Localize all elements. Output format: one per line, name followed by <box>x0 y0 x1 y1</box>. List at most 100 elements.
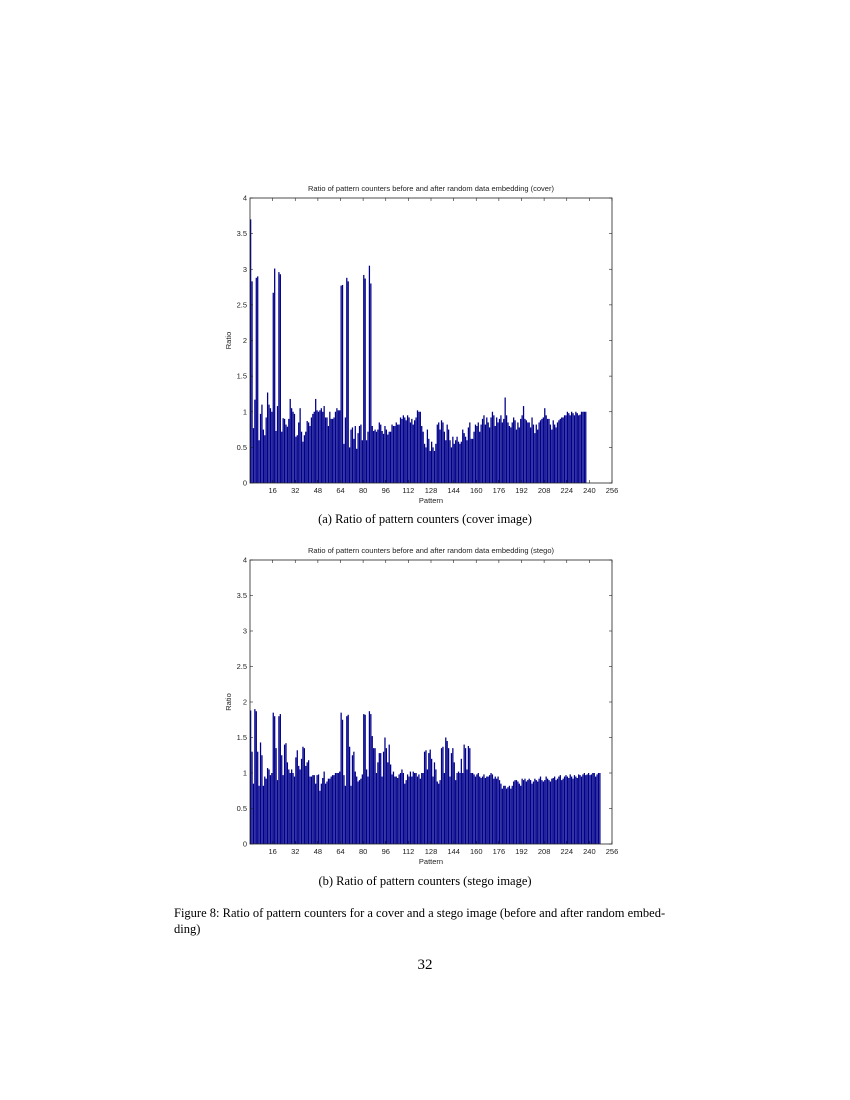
bar <box>549 424 552 483</box>
bar <box>375 431 378 483</box>
bar <box>469 748 471 844</box>
bar <box>411 418 413 484</box>
bar <box>582 411 584 483</box>
bar <box>479 431 481 483</box>
bar <box>582 774 584 844</box>
bar <box>467 746 470 844</box>
bar <box>428 753 430 844</box>
bar <box>455 780 457 844</box>
bar <box>380 424 382 483</box>
bar <box>510 788 512 844</box>
bar <box>539 776 542 844</box>
y-tick-label: 0 <box>243 840 247 849</box>
bar <box>513 417 515 483</box>
bar <box>479 776 481 844</box>
bar <box>307 760 310 844</box>
bar <box>322 411 324 483</box>
bar <box>382 751 385 844</box>
bar <box>268 769 270 844</box>
bar <box>559 775 561 844</box>
bar <box>391 774 393 844</box>
x-tick-label: 128 <box>425 486 438 495</box>
bar <box>507 787 509 844</box>
bar <box>363 714 365 844</box>
bar <box>298 765 300 844</box>
bar <box>521 415 523 483</box>
bar <box>580 411 583 483</box>
bar <box>484 424 486 483</box>
bar <box>375 773 378 844</box>
bar <box>307 422 310 483</box>
bar <box>310 776 313 844</box>
bar <box>251 751 253 844</box>
bar <box>339 410 341 483</box>
bar <box>367 431 369 483</box>
bar <box>329 778 331 844</box>
bar <box>544 780 546 844</box>
chart-svg: 16 32 48 64 80 96 112 128 144 160 176 192 208 224 240 2… <box>224 184 618 505</box>
bar <box>484 777 486 844</box>
x-tick-label: 224 <box>560 486 573 495</box>
bar <box>595 776 597 844</box>
bar <box>380 753 382 844</box>
y-axis-label: Ratio <box>224 332 233 350</box>
bar <box>334 773 337 844</box>
bar <box>554 424 556 483</box>
bar <box>565 415 567 483</box>
bar <box>421 773 423 844</box>
bar <box>357 781 359 844</box>
bar <box>326 417 328 483</box>
bar <box>377 429 379 483</box>
bar <box>464 436 467 483</box>
bar <box>405 780 407 844</box>
bar <box>398 424 400 483</box>
bar <box>264 776 266 844</box>
bar <box>554 776 556 844</box>
bar <box>289 398 291 483</box>
bar <box>350 429 352 483</box>
bar <box>361 774 363 844</box>
bar <box>281 431 283 483</box>
x-tick-label: 80 <box>359 486 367 495</box>
bar <box>587 773 590 844</box>
bar <box>431 758 433 844</box>
bar <box>466 440 468 483</box>
bar <box>486 417 488 483</box>
bar <box>298 422 300 483</box>
bar <box>257 751 259 844</box>
bar <box>576 413 578 483</box>
bar <box>433 450 436 483</box>
bar <box>480 777 482 844</box>
page-number: 32 <box>417 957 433 973</box>
bar <box>491 774 494 844</box>
bar <box>350 785 352 844</box>
y-tick-label: 4 <box>243 556 247 565</box>
bar <box>276 406 279 483</box>
bar <box>537 429 539 483</box>
bar <box>541 780 543 844</box>
bar <box>514 780 516 844</box>
bar <box>365 769 368 844</box>
bar <box>529 427 532 483</box>
bar <box>391 424 393 483</box>
bar <box>570 776 573 844</box>
bar <box>460 441 462 483</box>
bar <box>382 433 385 483</box>
bar <box>445 440 447 483</box>
bar <box>524 418 526 484</box>
y-tick-label: 2.5 <box>237 300 247 309</box>
bar <box>575 776 577 844</box>
bar <box>446 741 448 844</box>
bar <box>305 765 307 844</box>
bar <box>343 775 345 844</box>
bar <box>283 418 286 484</box>
x-tick-label: 160 <box>470 847 483 856</box>
bar <box>575 411 577 483</box>
bar <box>599 773 601 844</box>
bar <box>555 427 557 483</box>
y-tick-label: 1.5 <box>237 372 247 381</box>
bar <box>545 776 547 844</box>
bar <box>344 417 347 483</box>
bar <box>416 776 419 844</box>
bar <box>450 447 453 484</box>
